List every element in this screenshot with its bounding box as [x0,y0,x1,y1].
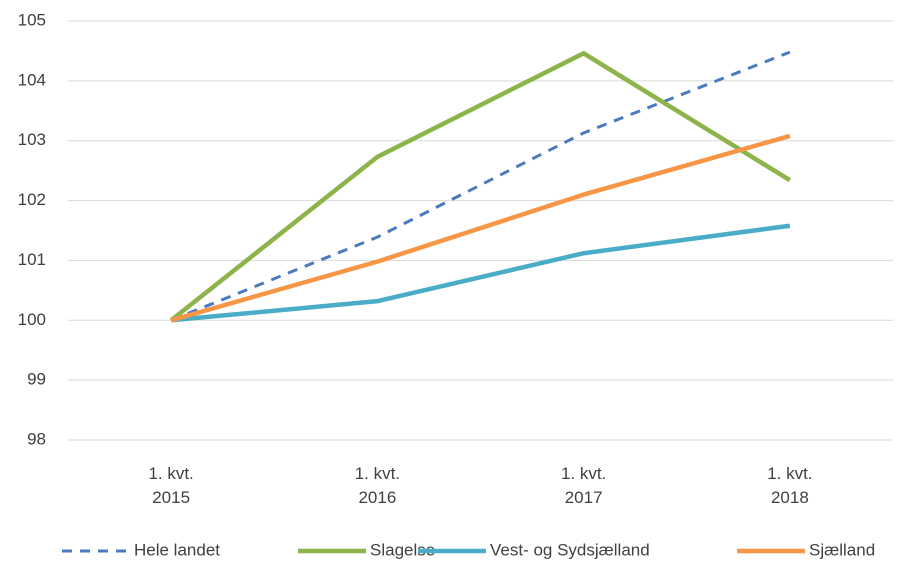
y-tick-label: 105 [18,10,46,29]
y-tick-label: 103 [18,130,46,149]
x-tick-label: 1. kvt. 2015 [148,464,194,507]
legend-label: Slagelse [370,540,435,559]
y-tick-label: 101 [18,250,46,269]
series-line [170,223,791,323]
legend-label: Hele landet [134,540,220,559]
legend-label: Vest- og Sydsjælland [490,540,650,559]
x-tick-label: 1. kvt. 2017 [560,464,607,507]
series-line [170,50,791,322]
series-line [170,133,791,323]
series-line [169,51,792,323]
x-tick-label: 1. kvt. 2016 [354,464,401,507]
legend-label: Sjælland [809,540,875,559]
x-tick-label: 1. kvt. 2018 [767,464,813,507]
y-tick-label: 102 [18,190,46,209]
y-tick-label: 99 [27,370,46,389]
y-tick-label: 98 [27,429,46,448]
y-tick-label: 100 [18,310,46,329]
y-tick-label: 104 [18,70,46,89]
